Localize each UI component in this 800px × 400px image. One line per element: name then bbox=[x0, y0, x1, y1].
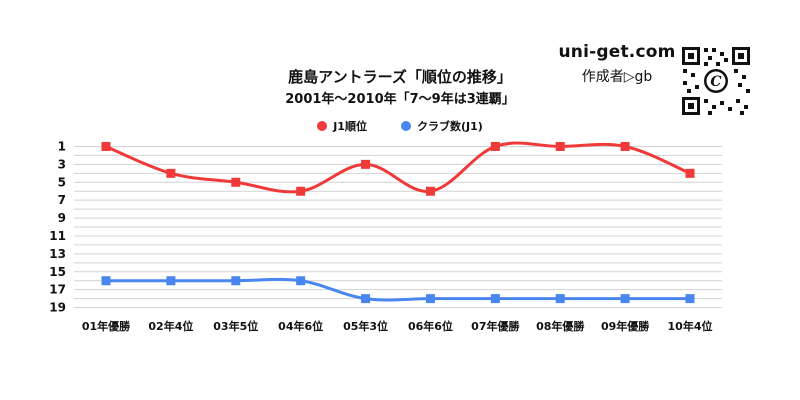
data-point[interactable] bbox=[490, 294, 500, 304]
chart-legend: J1順位 クラブ数(J1) bbox=[0, 118, 800, 134]
data-point[interactable] bbox=[166, 276, 176, 286]
data-point[interactable] bbox=[555, 294, 565, 304]
series-j1-rank bbox=[101, 141, 695, 196]
x-category-label: 10年4位 bbox=[668, 319, 713, 333]
data-point[interactable] bbox=[685, 294, 695, 304]
data-point[interactable] bbox=[425, 186, 435, 196]
site-name: uni-get.com bbox=[558, 42, 676, 62]
x-category-label: 02年4位 bbox=[148, 319, 193, 333]
data-point[interactable] bbox=[620, 294, 630, 304]
x-category-label: 01年優勝 bbox=[82, 319, 131, 333]
legend-item-club-count[interactable]: クラブ数(J1) bbox=[400, 118, 483, 134]
data-point[interactable] bbox=[296, 186, 306, 196]
data-point[interactable] bbox=[361, 159, 371, 169]
svg-text:C: C bbox=[710, 74, 721, 90]
y-tick-label: 3 bbox=[58, 157, 66, 171]
series-line bbox=[104, 277, 692, 302]
series-line bbox=[104, 141, 692, 194]
data-point[interactable] bbox=[361, 294, 371, 304]
data-point[interactable] bbox=[231, 276, 241, 286]
x-category-label: 09年優勝 bbox=[601, 319, 650, 333]
y-tick-label: 13 bbox=[49, 247, 66, 261]
series-club-count bbox=[101, 276, 695, 304]
legend-item-j1-rank[interactable]: J1順位 bbox=[317, 118, 367, 134]
data-point[interactable] bbox=[166, 168, 176, 178]
x-category-label: 05年3位 bbox=[343, 319, 388, 333]
x-category-label: 07年優勝 bbox=[471, 319, 520, 333]
y-tick-label: 7 bbox=[58, 193, 66, 207]
x-category-label: 08年優勝 bbox=[536, 319, 585, 333]
chart-title: 鹿島アントラーズ「順位の推移」 bbox=[288, 68, 512, 86]
y-tick-label: 19 bbox=[49, 301, 66, 315]
data-point[interactable] bbox=[620, 141, 630, 151]
legend-label-club-count: クラブ数(J1) bbox=[416, 120, 483, 133]
author-credit: 作成者▷gb bbox=[581, 69, 653, 85]
data-point[interactable] bbox=[101, 141, 111, 151]
chart-grid bbox=[74, 145, 722, 309]
data-point[interactable] bbox=[555, 141, 565, 151]
y-tick-label: 15 bbox=[49, 265, 66, 279]
y-tick-label: 11 bbox=[49, 229, 66, 243]
chart-subtitle: 2001年～2010年「7～9年は3連覇」 bbox=[285, 92, 515, 107]
data-point[interactable] bbox=[101, 276, 111, 286]
data-point[interactable] bbox=[231, 177, 241, 187]
legend-marker-j1-rank bbox=[317, 121, 328, 131]
data-point[interactable] bbox=[425, 294, 435, 304]
y-tick-label: 1 bbox=[58, 139, 66, 153]
legend-marker-club-count bbox=[400, 121, 411, 131]
y-tick-label: 9 bbox=[58, 211, 66, 225]
data-point[interactable] bbox=[490, 141, 500, 151]
x-axis-categories: 01年優勝 02年4位 03年5位 04年6位 05年3位 06年6位 07年優勝 08年優勝… bbox=[82, 319, 713, 333]
data-point[interactable] bbox=[685, 168, 695, 178]
chart-series bbox=[101, 141, 695, 304]
y-tick-label: 17 bbox=[49, 283, 66, 297]
data-point[interactable] bbox=[296, 276, 306, 286]
x-category-label: 04年6位 bbox=[278, 319, 323, 333]
x-category-label: 06年6位 bbox=[408, 319, 453, 333]
y-tick-label: 5 bbox=[58, 175, 66, 189]
qr-code-icon: C bbox=[680, 45, 752, 117]
legend-label-j1-rank: J1順位 bbox=[333, 120, 367, 133]
x-category-label: 03年5位 bbox=[213, 319, 258, 333]
